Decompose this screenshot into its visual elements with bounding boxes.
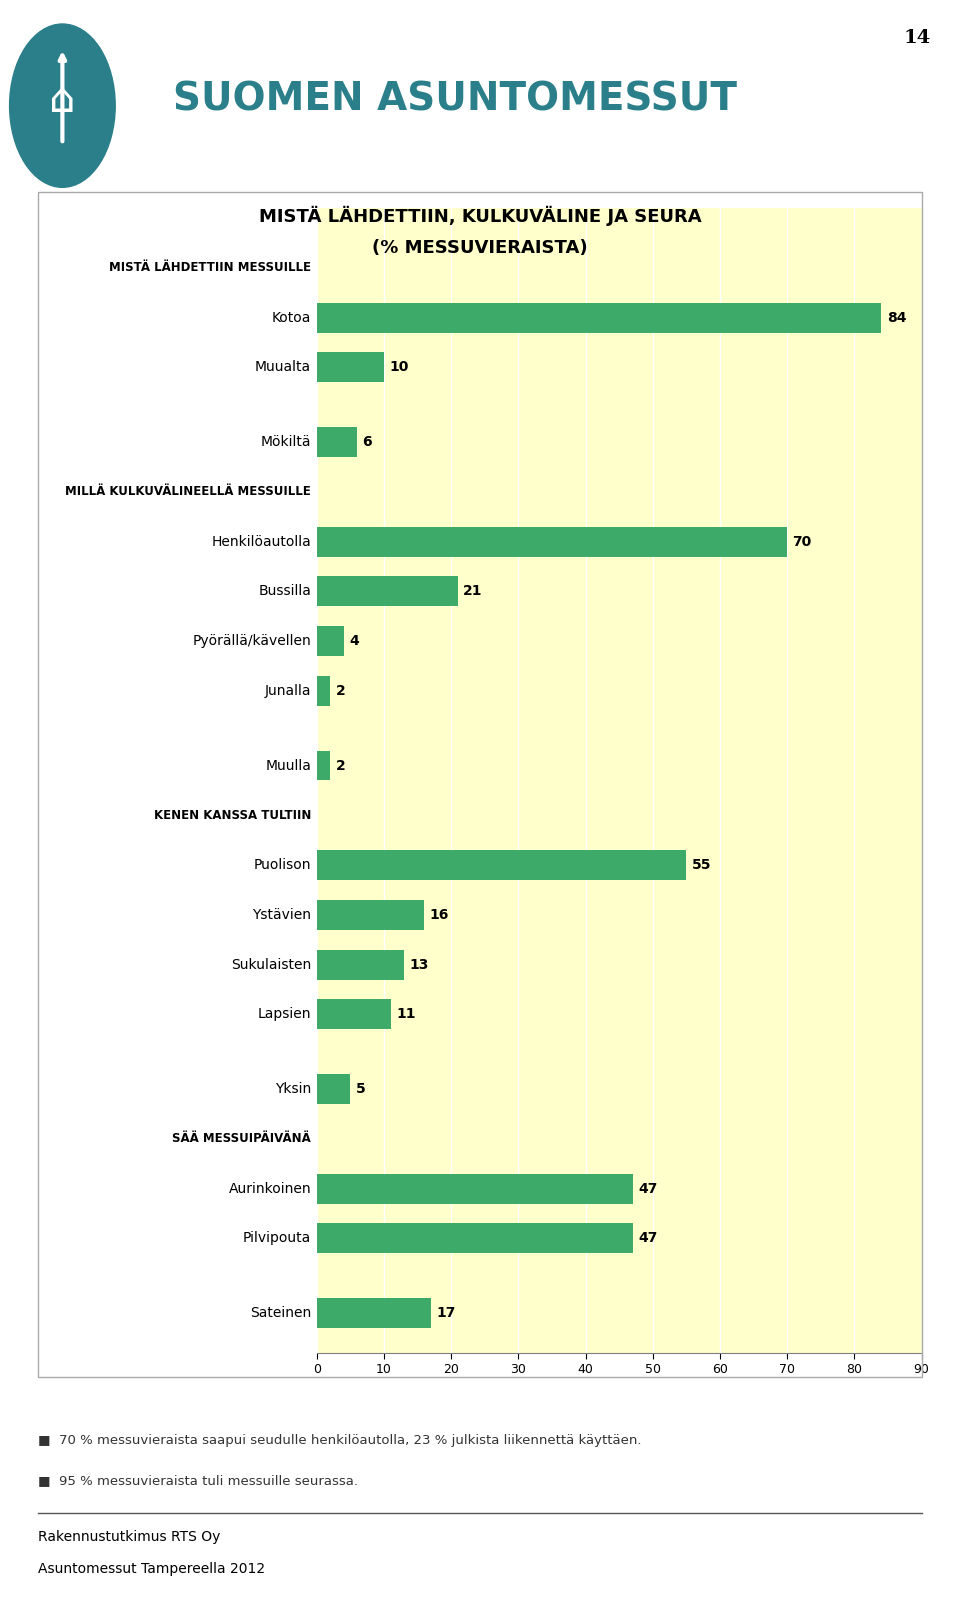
Text: Rakennustutkimus RTS Oy: Rakennustutkimus RTS Oy <box>38 1531 221 1543</box>
Bar <box>317 999 391 1029</box>
Bar <box>317 676 330 706</box>
Text: Kotoa: Kotoa <box>272 311 311 325</box>
Text: 2: 2 <box>336 684 346 698</box>
Text: Puolison: Puolison <box>253 858 311 873</box>
Bar <box>317 1074 350 1105</box>
Text: Ystävien: Ystävien <box>252 908 311 922</box>
Bar <box>317 352 384 383</box>
Text: 70: 70 <box>793 535 812 549</box>
Text: Lapsien: Lapsien <box>257 1007 311 1021</box>
Bar <box>317 427 357 456</box>
Text: 84: 84 <box>887 311 906 325</box>
Text: ■  95 % messuvieraista tuli messuille seurassa.: ■ 95 % messuvieraista tuli messuille seu… <box>38 1475 358 1487</box>
Bar <box>317 527 787 557</box>
Text: 17: 17 <box>437 1306 456 1321</box>
Text: 47: 47 <box>638 1182 658 1196</box>
Text: 16: 16 <box>430 908 449 922</box>
Text: 21: 21 <box>464 584 483 599</box>
Bar <box>317 900 424 930</box>
Text: Aurinkoinen: Aurinkoinen <box>228 1182 311 1196</box>
Text: Henkilöautolla: Henkilöautolla <box>211 535 311 549</box>
Text: Pilvipouta: Pilvipouta <box>243 1231 311 1246</box>
Text: SUOMEN ASUNTOMESSUT: SUOMEN ASUNTOMESSUT <box>173 82 737 118</box>
Text: MISTÄ LÄHDETTIIN, KULKUVÄLINE JA SEURA: MISTÄ LÄHDETTIIN, KULKUVÄLINE JA SEURA <box>258 207 702 226</box>
Text: Asuntomessut Tampereella 2012: Asuntomessut Tampereella 2012 <box>38 1563 266 1575</box>
Text: Pyörällä/kävellen: Pyörällä/kävellen <box>193 634 311 648</box>
Text: MILLÄ KULKUVÄLINEELLÄ MESSUILLE: MILLÄ KULKUVÄLINEELLÄ MESSUILLE <box>65 485 311 498</box>
Bar <box>317 626 344 656</box>
Text: 4: 4 <box>349 634 359 648</box>
Bar <box>317 1174 633 1204</box>
Ellipse shape <box>10 24 115 187</box>
Text: Mökiltä: Mökiltä <box>261 435 311 448</box>
Text: ⌂: ⌂ <box>49 78 76 122</box>
Bar <box>317 751 330 781</box>
Text: Muualta: Muualta <box>255 360 311 375</box>
Text: Sukulaisten: Sukulaisten <box>231 957 311 972</box>
Bar <box>317 949 404 980</box>
Text: SÄÄ MESSUIPÄIVÄNÄ: SÄÄ MESSUIPÄIVÄNÄ <box>173 1132 311 1145</box>
Bar <box>317 1298 431 1327</box>
Text: MISTÄ LÄHDETTIIN MESSUILLE: MISTÄ LÄHDETTIIN MESSUILLE <box>109 261 311 274</box>
Text: Yksin: Yksin <box>275 1082 311 1097</box>
Text: (% MESSUVIERAISTA): (% MESSUVIERAISTA) <box>372 239 588 258</box>
Text: 6: 6 <box>363 435 372 448</box>
Text: 55: 55 <box>692 858 711 873</box>
Text: KENEN KANSSA TULTIIN: KENEN KANSSA TULTIIN <box>154 809 311 821</box>
Bar <box>317 303 881 333</box>
Bar <box>317 850 686 881</box>
Text: Muulla: Muulla <box>265 759 311 773</box>
Text: 47: 47 <box>638 1231 658 1246</box>
Text: 5: 5 <box>356 1082 366 1097</box>
Text: Junalla: Junalla <box>265 684 311 698</box>
Text: ■  70 % messuvieraista saapui seudulle henkilöautolla, 23 % julkista liikennettä: ■ 70 % messuvieraista saapui seudulle he… <box>38 1434 642 1447</box>
Text: 13: 13 <box>410 957 429 972</box>
Text: 2: 2 <box>336 759 346 773</box>
Text: Bussilla: Bussilla <box>258 584 311 599</box>
Text: 14: 14 <box>904 29 931 46</box>
Text: Sateinen: Sateinen <box>250 1306 311 1321</box>
Text: 10: 10 <box>390 360 409 375</box>
Text: 11: 11 <box>396 1007 416 1021</box>
Bar <box>317 576 458 607</box>
Bar <box>317 1223 633 1254</box>
